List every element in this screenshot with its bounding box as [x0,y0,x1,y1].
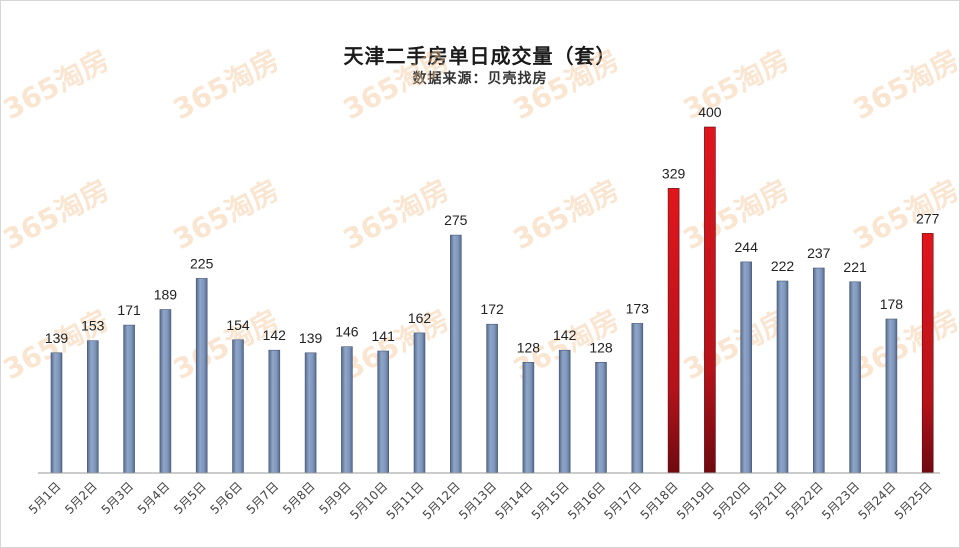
x-tick-label: 5月19日 [674,479,717,522]
value-label: 162 [408,310,432,326]
x-tick-label: 5月5日 [171,479,209,517]
value-label: 154 [226,317,250,333]
bar [50,352,63,474]
watermark-text: 365淘房 [0,173,114,256]
watermark-text: 365淘房 [848,173,960,256]
watermark-text: 365淘房 [0,43,114,126]
x-tick-label: 5月23日 [819,479,862,522]
value-label: 329 [662,165,686,181]
x-tick-label: 5月7日 [244,479,282,517]
value-label: 173 [626,300,650,316]
chart-subtitle: 数据来源：贝壳找房 [412,71,548,87]
x-tick-label: 5月12日 [420,479,463,522]
watermark-text: 365淘房 [678,43,795,126]
value-label: 189 [154,287,178,303]
value-label: 277 [916,210,940,226]
value-label: 244 [735,239,759,255]
value-label: 172 [480,301,504,317]
value-label: 400 [698,104,722,120]
tick-labels-layer: 5月1日5月2日5月3日5月4日5月5日5月6日5月7日5月8日5月9日5月10… [26,479,935,522]
x-tick-label: 5月18日 [638,479,681,522]
value-label: 178 [880,296,904,312]
watermark-text: 365淘房 [338,43,455,126]
bar [413,332,426,474]
x-tick-label: 5月11日 [384,479,427,522]
x-tick-label: 5月1日 [26,479,64,517]
x-tick-label: 5月17日 [601,479,644,522]
watermark-text: 365淘房 [848,303,960,386]
x-tick-label: 5月16日 [565,479,608,522]
value-label: 171 [117,302,141,318]
bar [159,309,172,474]
value-label: 275 [444,212,468,228]
x-tick-label: 5月3日 [99,479,137,517]
bar-highlight [667,188,680,474]
bar [849,281,861,474]
bar-highlight [704,126,716,474]
value-label: 141 [372,328,396,344]
value-label: 237 [807,245,831,261]
x-tick-label: 5月6日 [207,479,245,517]
x-tick-label: 5月14日 [492,479,535,522]
bar [304,352,317,474]
x-tick-label: 5月10日 [347,479,390,522]
value-label: 139 [299,330,323,346]
bar [377,350,390,474]
watermark-text: 365淘房 [168,173,285,256]
value-label: 139 [45,330,69,346]
x-tick-label: 5月13日 [456,479,499,522]
bar [812,267,825,474]
chart-title: 天津二手房单日成交量（套） [343,44,617,68]
bar [486,323,498,474]
watermark-text: 365淘房 [508,43,625,126]
bar [558,349,571,474]
watermark-text: 365淘房 [168,303,285,386]
watermark-text: 365淘房 [338,173,455,256]
x-tick-label: 5月8日 [280,479,318,517]
bar [341,346,353,474]
value-label: 221 [843,259,867,275]
x-tick-label: 5月2日 [62,479,100,517]
value-label: 142 [263,327,287,343]
bar [631,323,644,474]
bar [740,261,753,474]
value-label: 153 [81,318,105,334]
x-tick-label: 5月22日 [783,479,826,522]
x-tick-label: 5月15日 [529,479,572,522]
bar [232,339,244,474]
watermark-text: 365淘房 [848,43,960,126]
bar [123,324,135,474]
bar [195,278,208,474]
watermark-text: 365淘房 [168,43,285,126]
bar [522,361,535,474]
x-tick-label: 5月21日 [747,479,790,522]
bar-highlight [921,233,934,474]
bar [595,361,607,474]
watermark-text: 365淘房 [338,303,455,386]
x-tick-label: 5月24日 [855,479,898,522]
bar [449,234,462,474]
bars-layer [50,126,934,474]
value-labels-layer: 139 153 171 189 225 154 142 139 146 141 162 275 172 1… [45,104,940,355]
bar [885,318,898,474]
bar [268,349,281,474]
value-label: 146 [335,324,359,340]
bar [776,280,789,474]
value-label: 128 [589,339,613,355]
bar [87,340,99,474]
value-label: 128 [517,339,541,355]
x-tick-label: 5月20日 [710,479,753,522]
value-label: 142 [553,327,577,343]
x-tick-label: 5月4日 [135,479,173,517]
value-label: 225 [190,255,214,271]
value-label: 222 [771,258,795,274]
x-tick-label: 5月25日 [892,479,935,522]
watermark-text: 365淘房 [508,173,625,256]
